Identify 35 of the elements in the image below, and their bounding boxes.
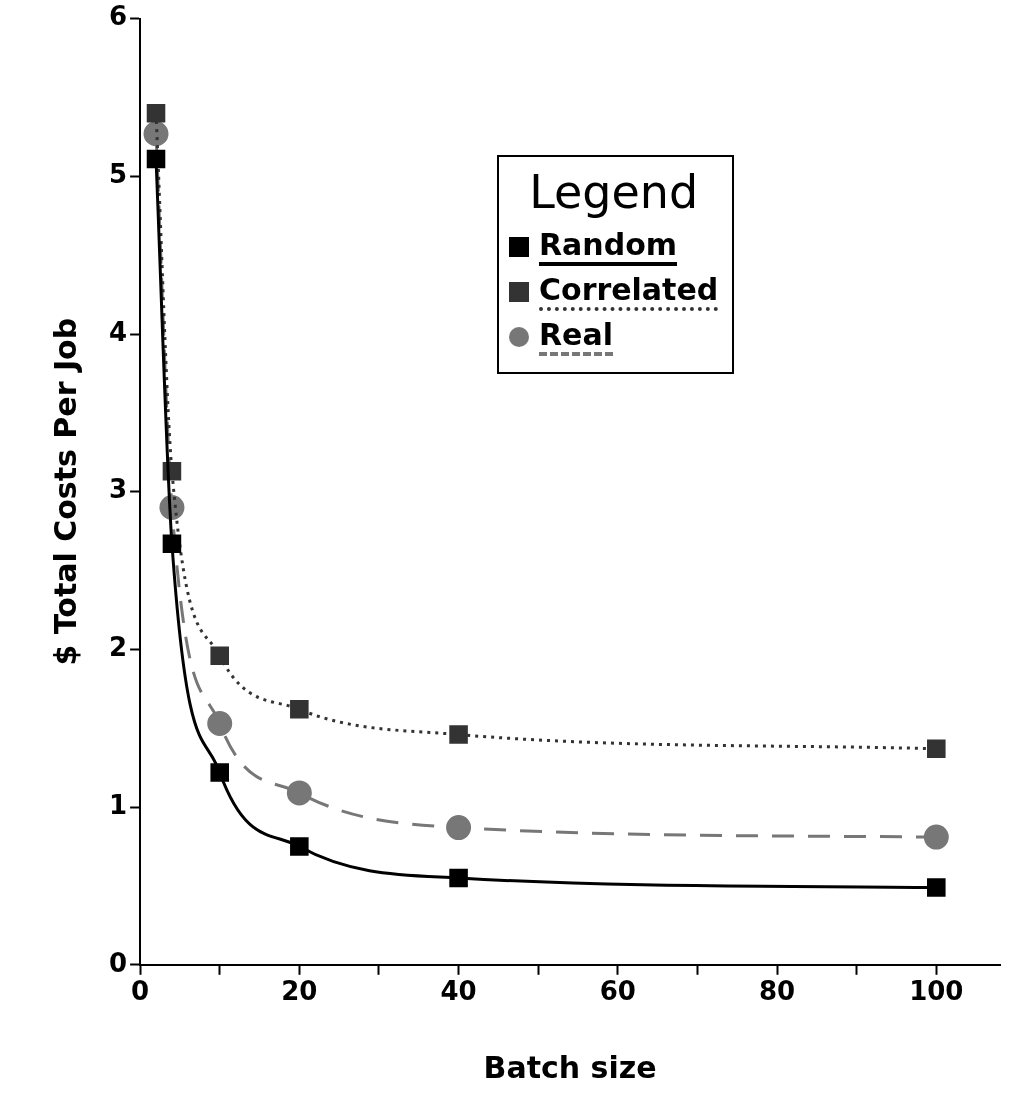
legend-label: Random: [539, 227, 678, 266]
point: [210, 646, 229, 665]
x-axis-title: Batch size: [483, 1049, 657, 1085]
point: [162, 534, 182, 554]
y-axis-title: $ Total Costs Per Job: [47, 317, 83, 666]
point: [290, 700, 309, 719]
x-tick-label: 100: [909, 976, 964, 1007]
x-tick-label: 80: [758, 976, 796, 1007]
point: [927, 739, 946, 759]
x-tick-label: 0: [131, 976, 150, 1007]
legend-title: Legend: [528, 165, 700, 219]
y-tick-label: 4: [109, 316, 128, 347]
point: [927, 878, 946, 897]
y-tick-label: 6: [109, 1, 128, 32]
y-tick-label: 2: [109, 632, 128, 663]
point: [146, 103, 166, 123]
point: [449, 868, 468, 888]
point: [290, 837, 309, 856]
x-tick-label: 40: [440, 976, 477, 1007]
y-tick-label: 1: [109, 789, 128, 820]
point: [143, 121, 169, 147]
point: [210, 763, 229, 782]
x-tick-label: 60: [599, 976, 636, 1007]
y-tick-label: 3: [109, 474, 128, 505]
legend-label: Real: [539, 317, 613, 356]
x-tick-label: 20: [281, 976, 318, 1007]
point: [449, 725, 468, 744]
y-tick-label: 0: [109, 947, 128, 978]
point: [446, 815, 472, 841]
point: [207, 711, 233, 737]
y-tick-label: 5: [109, 159, 128, 190]
legend-label: Correlated: [539, 272, 719, 311]
point: [923, 824, 949, 850]
point: [286, 780, 312, 806]
point: [146, 149, 166, 169]
